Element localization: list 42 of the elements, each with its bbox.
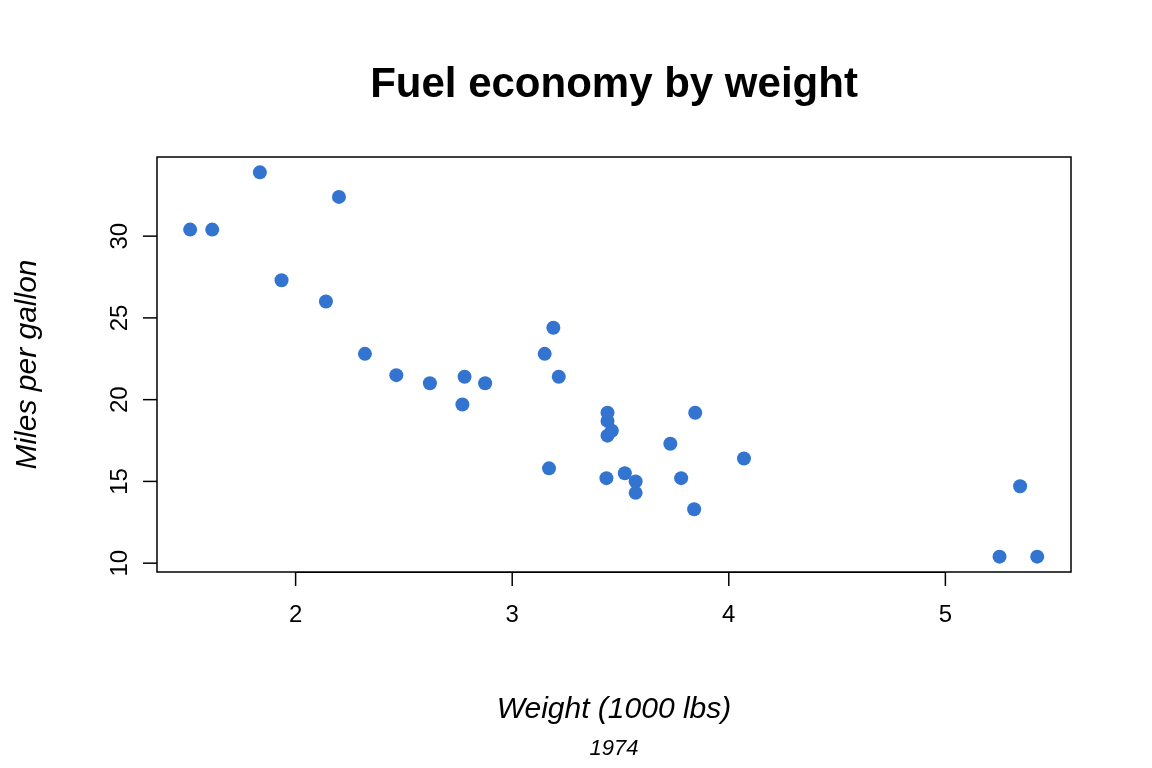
- point: [736, 451, 751, 466]
- point: [992, 549, 1007, 564]
- x-tick-label: 4: [722, 600, 736, 627]
- point: [357, 346, 372, 361]
- point: [457, 369, 472, 384]
- point: [542, 461, 557, 476]
- point: [628, 485, 643, 500]
- point: [318, 294, 333, 309]
- y-tick-label: 25: [105, 304, 132, 332]
- point: [389, 368, 404, 383]
- point: [599, 471, 614, 486]
- y-tick-label: 30: [105, 222, 132, 250]
- y-tick-label: 10: [105, 549, 132, 577]
- point: [687, 502, 702, 517]
- x-axis-title: Weight (1000 lbs): [496, 691, 732, 724]
- point: [274, 273, 289, 288]
- point: [455, 397, 470, 412]
- point: [183, 222, 198, 237]
- point: [252, 165, 267, 180]
- point: [688, 405, 703, 420]
- point: [537, 346, 552, 361]
- chart-title: Fuel economy by weight: [370, 59, 858, 106]
- text: 1974: [589, 735, 639, 760]
- point: [600, 428, 615, 443]
- point: [674, 471, 689, 486]
- point: [628, 474, 643, 489]
- y-axis-title: Miles per gallon: [9, 259, 42, 470]
- point: [422, 376, 437, 391]
- y-tick-label: 15: [105, 468, 132, 495]
- point: [663, 436, 678, 451]
- point: [1013, 479, 1028, 494]
- y-tick-label: 20: [105, 386, 132, 414]
- point: [205, 222, 220, 237]
- point: [546, 320, 561, 335]
- x-tick-label: 3: [505, 600, 519, 627]
- x-tick-label: 5: [938, 600, 953, 627]
- point: [551, 369, 566, 384]
- point: [331, 189, 346, 204]
- x-tick-label: 2: [288, 600, 303, 627]
- point: [1030, 549, 1045, 564]
- point: [617, 466, 632, 481]
- point: [478, 376, 493, 391]
